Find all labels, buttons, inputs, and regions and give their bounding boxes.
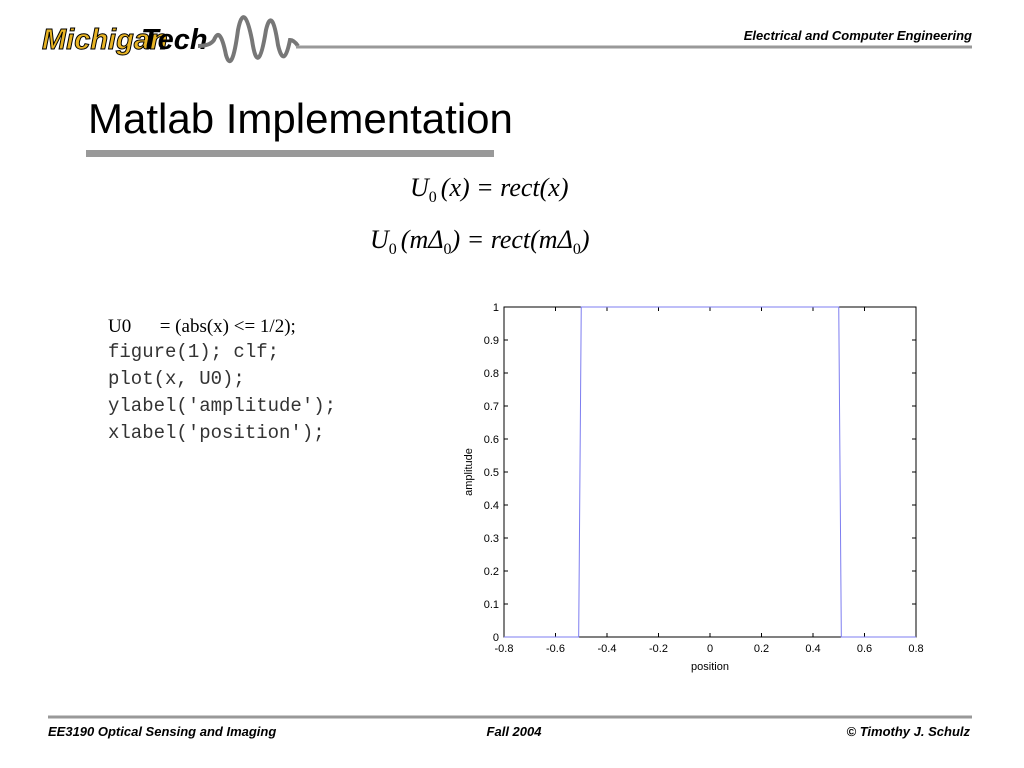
code-line: U0 = (abs(x) <= 1/2);	[108, 316, 296, 337]
x-tick-label: -0.6	[546, 643, 565, 655]
data-line	[504, 306, 916, 638]
x-tick-label: -0.4	[598, 643, 617, 655]
plot: -0.8 -0.6 -0.4 -0.2 0 0.2 0.4 0.6 0.8 0 0.1 0.2 0.3 0…	[463, 302, 924, 673]
x-tick-label: 0	[707, 643, 713, 655]
eq-subscript: 0	[389, 241, 397, 258]
footer-author: © Timothy J. Schulz	[847, 724, 971, 739]
logo-tech: Tech	[141, 24, 208, 56]
y-tick-label: 1	[493, 302, 499, 314]
y-tick-label: 0.2	[484, 566, 499, 578]
eq-subscript: 0	[443, 241, 451, 258]
x-tick-label: -0.2	[649, 643, 668, 655]
logo-wave	[197, 15, 300, 63]
equation: U0 (mΔ0) = rect(mΔ0)	[370, 225, 590, 258]
eq-text: (x) = rect(x)	[441, 173, 569, 202]
y-tick-label: 0.4	[484, 500, 499, 512]
y-tick-label: 0.1	[484, 599, 499, 611]
eq-text: ) = rect(mΔ	[449, 225, 572, 254]
eq-text: (mΔ	[401, 225, 444, 254]
y-tick-label: 0.5	[484, 467, 499, 479]
plot-area	[503, 306, 917, 638]
x-axis-label: position	[691, 661, 729, 673]
x-tick-label: 0.2	[754, 643, 769, 655]
department: Electrical and Computer Engineering	[744, 28, 972, 43]
y-tick-label: 0.9	[484, 335, 499, 347]
x-tick-label: 0.8	[908, 643, 923, 655]
y-tick-label: 0	[493, 632, 499, 644]
y-tick-label: 0.3	[484, 533, 499, 545]
code-line: xlabel('position');	[108, 422, 325, 444]
y-tick-label: 0.7	[484, 401, 499, 413]
footer-term: Fall 2004	[487, 724, 543, 739]
y-tick-label: 0.8	[484, 368, 499, 380]
code-line: plot(x, U0);	[108, 368, 245, 390]
footer-course: EE3190 Optical Sensing and Imaging	[48, 724, 276, 739]
logo: Michigan Tech	[42, 15, 300, 63]
y-axis-label: amplitude	[463, 448, 475, 496]
y-tick-label: 0.6	[484, 434, 499, 446]
logo-michigan: Michigan	[42, 24, 168, 56]
slide-title: Matlab Implementation	[88, 95, 513, 142]
code-line: ylabel('amplitude');	[108, 395, 336, 417]
eq-symbol: U	[410, 173, 431, 202]
eq-subscript: 0	[429, 189, 437, 206]
eq-symbol: U	[370, 225, 391, 254]
code-line: figure(1); clf;	[108, 341, 279, 363]
x-tick-label: 0.4	[805, 643, 820, 655]
title-underline	[86, 150, 494, 157]
eq-text: )	[579, 225, 590, 254]
equation: U0 (x) = rect(x)	[410, 173, 569, 206]
x-tick-label: 0.6	[857, 643, 872, 655]
x-tick-label: -0.8	[495, 643, 514, 655]
eq-subscript: 0	[573, 241, 581, 258]
